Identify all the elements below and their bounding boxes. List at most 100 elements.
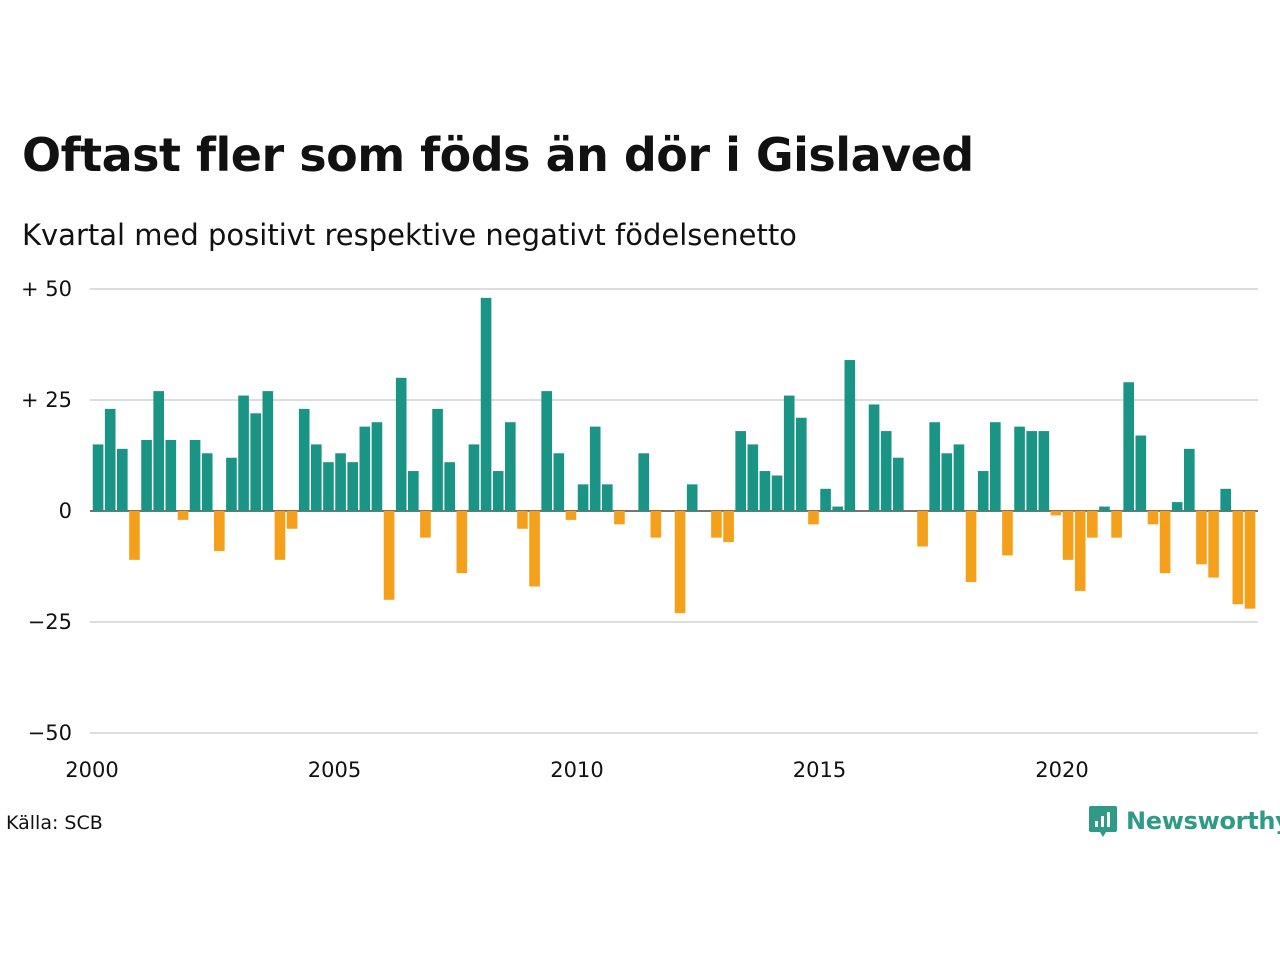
bar-negative bbox=[1147, 511, 1159, 525]
bar-positive bbox=[638, 453, 650, 511]
bar-negative bbox=[711, 511, 722, 538]
bar-negative bbox=[565, 511, 577, 520]
bar-negative bbox=[517, 511, 528, 529]
bar-positive bbox=[201, 453, 213, 511]
bar-positive bbox=[759, 471, 771, 511]
bar-positive bbox=[1038, 431, 1050, 511]
bar-negative bbox=[529, 511, 540, 587]
bar-positive bbox=[1123, 382, 1135, 511]
bar-positive bbox=[1099, 506, 1110, 511]
bar-negative bbox=[965, 511, 977, 583]
x-tick-label: 2005 bbox=[308, 758, 361, 782]
bar-positive bbox=[505, 422, 516, 511]
bar-negative bbox=[1050, 511, 1062, 516]
y-tick-label: −25 bbox=[28, 610, 72, 634]
bar-positive bbox=[1171, 502, 1183, 511]
bar-negative bbox=[1062, 511, 1074, 560]
bar-positive bbox=[189, 439, 201, 511]
x-axis-ticks: 2000 2005 2010 2015 2020 bbox=[65, 758, 1088, 782]
bar-positive bbox=[92, 444, 104, 511]
bar-negative bbox=[1208, 511, 1219, 578]
bar-positive bbox=[371, 422, 383, 511]
bar-negative bbox=[214, 511, 225, 551]
bar-negative bbox=[1002, 511, 1013, 556]
bar-positive bbox=[323, 462, 334, 511]
bar-negative bbox=[456, 511, 468, 574]
bar-negative bbox=[129, 511, 140, 560]
bar-negative bbox=[1087, 511, 1098, 538]
bar-positive bbox=[686, 484, 698, 511]
bar-positive bbox=[796, 417, 807, 511]
y-axis-ticks: + 50 + 25 0 −25 −50 bbox=[21, 277, 72, 745]
y-tick-label: −50 bbox=[28, 721, 72, 745]
bar-positive bbox=[820, 488, 831, 511]
bar-positive bbox=[444, 462, 456, 511]
x-tick-label: 2000 bbox=[65, 758, 118, 782]
bar-positive bbox=[335, 453, 346, 511]
bar-positive bbox=[262, 391, 274, 511]
bar-negative bbox=[274, 511, 286, 560]
bar-positive bbox=[468, 444, 480, 511]
bar-positive bbox=[589, 426, 601, 511]
bar-positive bbox=[832, 506, 844, 511]
y-tick-label: 0 bbox=[59, 499, 72, 523]
x-tick-label: 2010 bbox=[550, 758, 603, 782]
bar-positive bbox=[602, 484, 613, 511]
bar-positive bbox=[977, 471, 989, 511]
bar-positive bbox=[250, 413, 262, 511]
bar-positive bbox=[553, 453, 565, 511]
bar-negative bbox=[177, 511, 189, 520]
bar-positive bbox=[298, 408, 310, 511]
bar-negative bbox=[1074, 511, 1086, 591]
y-tick-label: + 50 bbox=[21, 277, 72, 301]
chart-subtitle: Kvartal med positivt respektive negativt… bbox=[22, 218, 797, 252]
bar-negative bbox=[1196, 511, 1207, 565]
bar-positive bbox=[117, 448, 128, 511]
bar-positive bbox=[1220, 488, 1232, 511]
bar-negative bbox=[1159, 511, 1171, 574]
bar-negative bbox=[650, 511, 662, 538]
bar-positive bbox=[492, 471, 504, 511]
bar-positive bbox=[408, 471, 419, 511]
bar-positive bbox=[953, 444, 965, 511]
bar-positive bbox=[893, 457, 904, 511]
bar-positive bbox=[165, 439, 177, 511]
bar-positive bbox=[226, 457, 237, 511]
bar-positive bbox=[844, 360, 856, 511]
newsworthy-chart-icon bbox=[1089, 806, 1117, 837]
bar-positive bbox=[359, 426, 371, 511]
logo-text: Newsworthy bbox=[1126, 807, 1280, 835]
x-tick-label: 2015 bbox=[793, 758, 846, 782]
y-tick-label: + 25 bbox=[21, 388, 72, 412]
bar-positive bbox=[480, 297, 492, 511]
bar-negative bbox=[420, 511, 431, 538]
bar-positive bbox=[1014, 426, 1025, 511]
bar-positive bbox=[577, 484, 589, 511]
bar-negative bbox=[1111, 511, 1122, 538]
bar-positive bbox=[541, 391, 553, 511]
bar-positive bbox=[735, 431, 747, 511]
bar-negative bbox=[383, 511, 395, 600]
bar-negative bbox=[614, 511, 625, 525]
bar-positive bbox=[347, 462, 359, 511]
x-tick-label: 2020 bbox=[1035, 758, 1088, 782]
bar-positive bbox=[941, 453, 953, 511]
bar-positive bbox=[880, 431, 892, 511]
bar-positive bbox=[783, 395, 795, 511]
bar-positive bbox=[1135, 435, 1147, 511]
source-note: Källa: SCB bbox=[6, 812, 103, 834]
newsworthy-logo: Newsworthy bbox=[1088, 804, 1280, 838]
bar-positive bbox=[141, 439, 152, 511]
bar-positive bbox=[311, 444, 322, 511]
bar-positive bbox=[747, 444, 759, 511]
bar-positive bbox=[238, 395, 249, 511]
chart-title: Oftast fler som föds än dör i Gislaved bbox=[22, 128, 974, 182]
bar-positive bbox=[395, 377, 407, 511]
bar-negative bbox=[286, 511, 298, 529]
bar-negative bbox=[1232, 511, 1244, 605]
bar-positive bbox=[104, 408, 116, 511]
bar-positive bbox=[1184, 448, 1195, 511]
bar-negative bbox=[674, 511, 686, 614]
bar-positive bbox=[771, 475, 783, 511]
bar-positive bbox=[432, 408, 443, 511]
